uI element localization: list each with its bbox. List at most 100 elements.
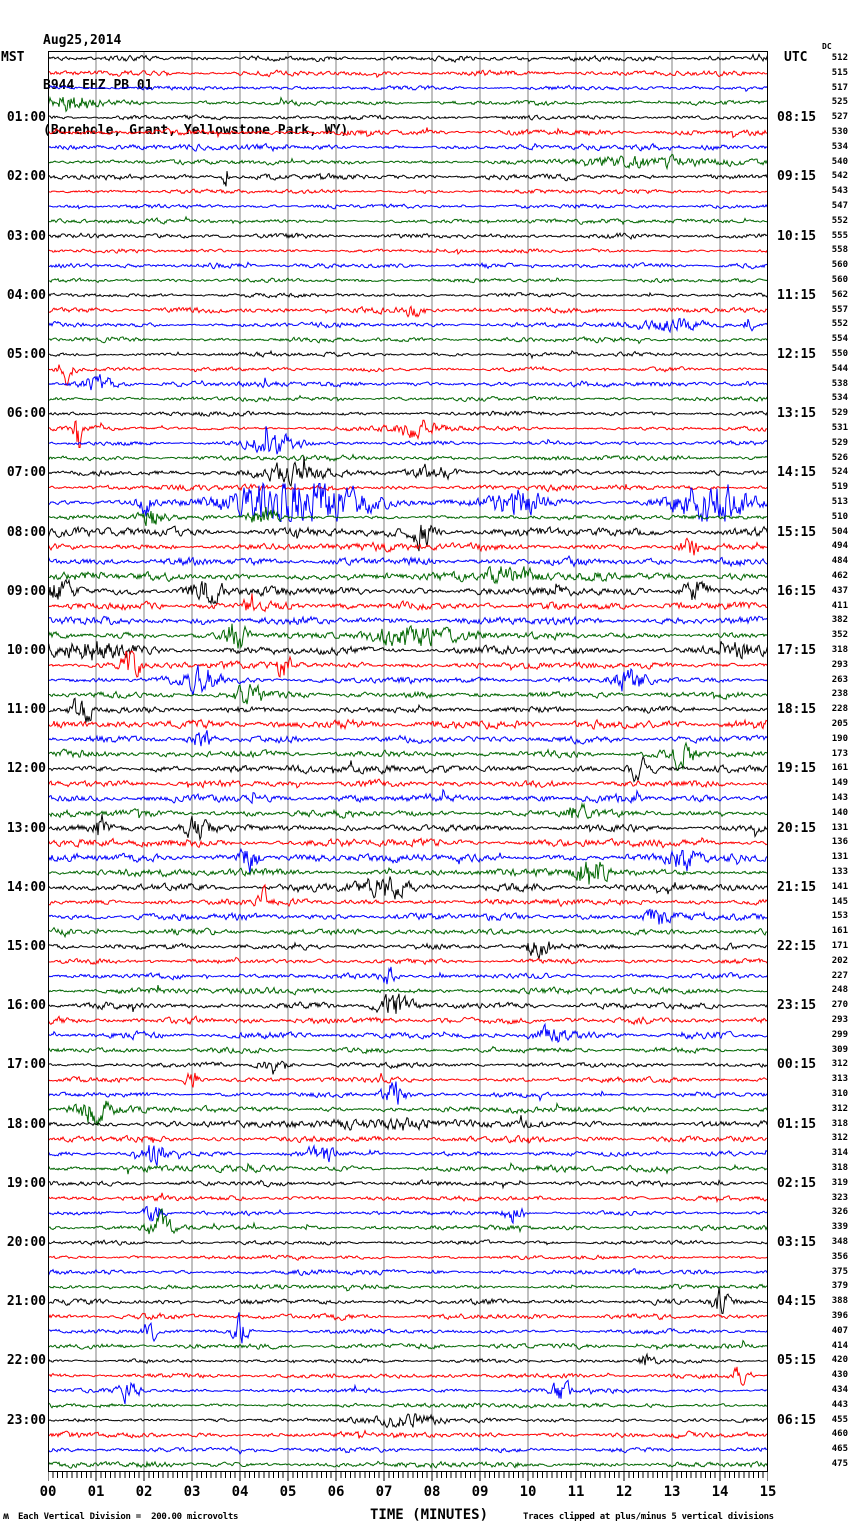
utc-label-1715: 17:15: [777, 642, 817, 658]
seismic-trace-row-62: [48, 956, 768, 966]
mst-label-2100: 21:00: [6, 1294, 46, 1310]
dc-value-row-87: 407: [831, 1325, 848, 1336]
mst-label-0600: 06:00: [6, 406, 46, 422]
utc-label-1915: 19:15: [777, 761, 817, 777]
dc-value-row-52: 140: [831, 807, 848, 818]
dc-value-row-63: 227: [831, 970, 848, 981]
seismic-trace-row-28: [48, 453, 768, 462]
seismic-trace-row-10: [48, 188, 768, 195]
seismic-trace-row-12: [48, 215, 768, 226]
dc-value-row-4: 525: [831, 97, 848, 108]
mst-label-1700: 17:00: [6, 1057, 46, 1073]
dc-value-row-50: 149: [831, 778, 848, 789]
utc-label-1515: 15:15: [777, 524, 817, 540]
dc-value-row-28: 526: [831, 452, 848, 463]
dc-value-row-24: 534: [831, 393, 848, 404]
seismic-trace-row-76: [48, 1162, 768, 1175]
seismic-trace-row-29: [48, 456, 768, 487]
dc-value-row-15: 560: [831, 260, 848, 271]
seismic-trace-row-63: [48, 966, 768, 985]
dc-value-row-62: 202: [831, 955, 848, 966]
dc-value-row-38: 411: [831, 600, 848, 611]
dc-value-row-34: 494: [831, 541, 848, 552]
seismic-trace-row-57: [48, 876, 768, 900]
dc-value-row-35: 484: [831, 556, 848, 567]
dc-value-row-49: 161: [831, 763, 848, 774]
x-tick-label-11: 11: [567, 1484, 585, 1500]
dc-value-row-76: 318: [831, 1163, 848, 1174]
dc-value-row-37: 437: [831, 585, 848, 596]
x-tick-label-08: 08: [423, 1484, 441, 1500]
dc-value-row-67: 299: [831, 1029, 848, 1040]
dc-value-row-44: 238: [831, 689, 848, 700]
dc-value-row-20: 554: [831, 334, 848, 345]
seismic-trace-row-2: [48, 69, 768, 79]
dc-value-row-59: 153: [831, 911, 848, 922]
dc-value-row-77: 319: [831, 1177, 848, 1188]
x-tick-label-02: 02: [135, 1484, 153, 1500]
dc-value-row-10: 543: [831, 186, 848, 197]
dc-value-row-86: 396: [831, 1311, 848, 1322]
dc-value-row-48: 173: [831, 748, 848, 759]
seismic-trace-row-68: [48, 1045, 768, 1055]
seismic-trace-row-50: [48, 778, 768, 789]
seismic-trace-row-44: [48, 683, 768, 705]
seismic-trace-row-38: [48, 593, 768, 613]
dc-value-row-25: 529: [831, 408, 848, 419]
seismic-trace-row-1: [48, 52, 768, 63]
seismic-trace-row-11: [48, 203, 768, 210]
dc-value-row-36: 462: [831, 570, 848, 581]
right-axis-header-utc: UTC: [784, 50, 808, 65]
seismic-trace-row-24: [48, 394, 768, 403]
dc-value-row-13: 555: [831, 230, 848, 241]
seismic-trace-row-71: [48, 1081, 768, 1105]
dc-value-row-18: 557: [831, 304, 848, 315]
seismic-trace-row-89: [48, 1352, 768, 1366]
seismic-trace-row-90: [48, 1366, 768, 1386]
dc-value-row-69: 312: [831, 1059, 848, 1070]
seismic-trace-row-78: [48, 1192, 768, 1204]
seismic-trace-row-92: [48, 1402, 768, 1410]
dc-value-row-33: 504: [831, 526, 848, 537]
seismic-trace-row-84: [48, 1283, 768, 1292]
seismic-trace-row-77: [48, 1179, 768, 1190]
dc-value-row-61: 171: [831, 941, 848, 952]
dc-value-row-51: 143: [831, 793, 848, 803]
utc-label-2015: 20:15: [777, 820, 817, 836]
mst-label-0400: 04:00: [6, 287, 46, 303]
dc-value-row-21: 550: [831, 348, 848, 359]
seismic-trace-row-74: [48, 1134, 768, 1144]
dc-value-row-80: 339: [831, 1222, 848, 1233]
x-tick-label-00: 00: [39, 1484, 57, 1500]
mst-label-0100: 01:00: [6, 110, 46, 126]
seismic-trace-row-85: [48, 1287, 768, 1315]
dc-value-row-74: 312: [831, 1133, 848, 1144]
dc-value-row-8: 540: [831, 156, 848, 167]
seismic-trace-row-27: [48, 426, 768, 455]
helicorder-plot: [48, 51, 768, 1472]
x-tick-label-07: 07: [375, 1484, 393, 1500]
utc-label-0915: 09:15: [777, 169, 817, 185]
seismic-trace-row-3: [48, 84, 768, 92]
seismic-trace-row-31: [48, 481, 768, 522]
seismic-trace-row-36: [48, 565, 768, 585]
seismic-trace-row-56: [48, 861, 768, 885]
dc-value-row-66: 293: [831, 1015, 848, 1026]
dc-value-row-22: 544: [831, 363, 848, 374]
seismic-trace-row-93: [48, 1413, 768, 1429]
x-tick-label-09: 09: [471, 1484, 489, 1500]
dc-value-row-96: 475: [831, 1459, 848, 1470]
mst-label-0500: 05:00: [6, 346, 46, 362]
x-tick-label-04: 04: [231, 1484, 249, 1500]
seismic-trace-row-81: [48, 1239, 768, 1246]
dc-value-row-39: 382: [831, 615, 848, 626]
dc-value-row-73: 318: [831, 1118, 848, 1129]
dc-value-row-23: 538: [831, 378, 848, 389]
dc-value-row-7: 534: [831, 141, 848, 152]
utc-label-2115: 21:15: [777, 879, 817, 895]
dc-value-row-91: 434: [831, 1385, 848, 1396]
mst-label-1400: 14:00: [6, 879, 46, 895]
mst-label-2300: 23:00: [6, 1412, 46, 1428]
dc-value-row-46: 205: [831, 718, 848, 729]
